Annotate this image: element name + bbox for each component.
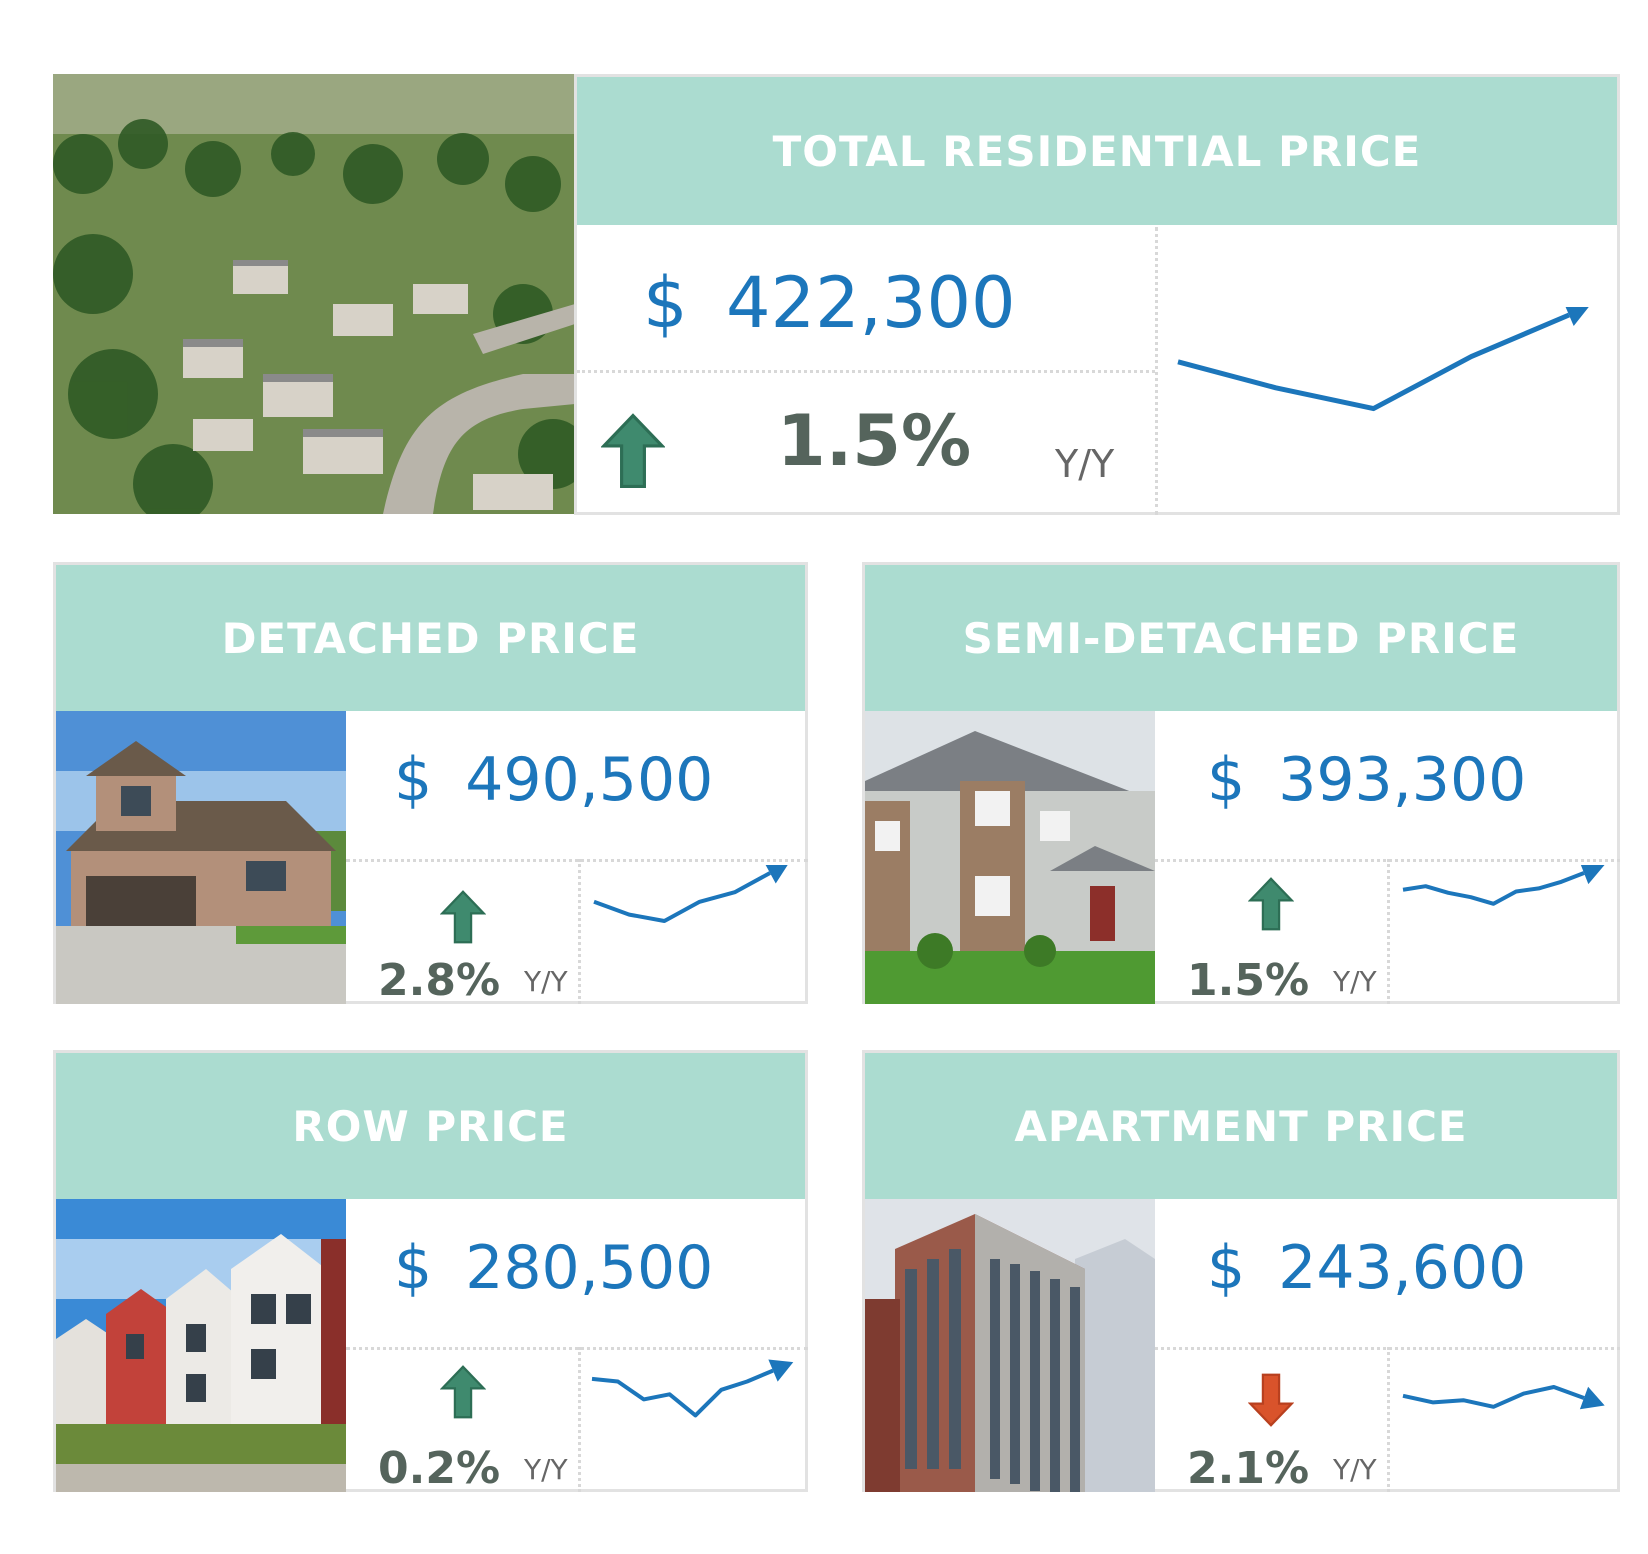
- trend-line: [1177, 312, 1570, 412]
- change-percent: 1.5%: [777, 400, 972, 482]
- period-label: Y/Y: [1055, 442, 1115, 486]
- change-percent: 1.5%: [1187, 955, 1310, 1006]
- divider: [578, 859, 581, 1004]
- period-label: Y/Y: [524, 1453, 568, 1486]
- change-percent: 2.8%: [378, 955, 501, 1006]
- trend-arrowhead-icon: [1579, 1386, 1605, 1410]
- trend-arrowhead-icon: [1565, 307, 1589, 327]
- aerial-neighborhood-photo: [53, 74, 575, 514]
- apartment-title: APARTMENT PRICE: [865, 1053, 1617, 1199]
- detached-house-photo: [56, 711, 346, 1004]
- total-residential-card: TOTAL RESIDENTIAL PRICE $ 422,300 1.5% Y…: [574, 74, 1620, 515]
- price-value: 280,500: [465, 1233, 714, 1303]
- arrow-down-icon: [1247, 1373, 1295, 1427]
- apartment-price: $ 243,600: [1207, 1233, 1526, 1303]
- row-houses-photo: [56, 1199, 346, 1492]
- change-percent: 2.1%: [1187, 1443, 1310, 1494]
- row-title: ROW PRICE: [56, 1053, 805, 1199]
- apartment-building-photo: [865, 1199, 1155, 1492]
- apartment-card: APARTMENT PRICE $ 243,600 2.1% Y/Y: [862, 1050, 1620, 1494]
- trend-line: [1402, 1385, 1585, 1409]
- trend-line-chart: [593, 865, 788, 923]
- currency-symbol: $: [1207, 1233, 1246, 1303]
- trend-line: [593, 871, 771, 923]
- detached-price: $ 490,500: [394, 745, 713, 815]
- row-card: ROW PRICE $ 280,500 0.2% Y/Y: [53, 1050, 808, 1494]
- arrow-up-icon: [439, 890, 487, 944]
- price-value: 490,500: [465, 745, 714, 815]
- currency-symbol: $: [394, 745, 433, 815]
- trend-line: [1402, 871, 1585, 906]
- detached-title: DETACHED PRICE: [56, 565, 805, 711]
- period-label: Y/Y: [524, 965, 568, 998]
- detached-card: DETACHED PRICE $ 490,500 2.8% Y/Y: [53, 562, 808, 1006]
- currency-symbol: $: [394, 1233, 433, 1303]
- divider: [1155, 227, 1158, 515]
- semi-detached-title: SEMI-DETACHED PRICE: [865, 565, 1617, 711]
- trend-line-chart: [591, 1359, 794, 1418]
- semi-detached-card: SEMI-DETACHED PRICE $ 393,300 1.5% Y/Y: [862, 562, 1620, 1006]
- divider: [578, 1347, 581, 1492]
- currency-symbol: $: [1207, 745, 1246, 815]
- change-percent: 0.2%: [378, 1443, 501, 1494]
- arrow-up-icon: [600, 413, 666, 489]
- divider: [577, 370, 1155, 373]
- semi-detached-house-photo: [865, 711, 1155, 1004]
- total-residential-title: TOTAL RESIDENTIAL PRICE: [577, 77, 1617, 225]
- price-value: 393,300: [1278, 745, 1527, 815]
- arrow-up-icon: [439, 1365, 487, 1419]
- trend-line-chart: [1402, 865, 1605, 906]
- row-price: $ 280,500: [394, 1233, 713, 1303]
- price-value: 422,300: [726, 262, 1016, 344]
- trend-line: [591, 1368, 774, 1418]
- divider: [1387, 859, 1390, 1004]
- trend-line-chart: [1177, 307, 1589, 412]
- period-label: Y/Y: [1333, 1453, 1377, 1486]
- period-label: Y/Y: [1333, 965, 1377, 998]
- arrow-up-icon: [1247, 877, 1295, 931]
- currency-symbol: $: [643, 262, 688, 344]
- divider: [346, 1347, 808, 1350]
- divider: [346, 859, 808, 862]
- trend-arrowhead-icon: [765, 865, 788, 884]
- trend-line-chart: [1402, 1385, 1605, 1410]
- trend-arrowhead-icon: [1580, 865, 1605, 885]
- trend-arrowhead-icon: [768, 1359, 794, 1382]
- divider: [1387, 1347, 1390, 1492]
- total-residential-price: $ 422,300: [643, 262, 1016, 344]
- price-value: 243,600: [1278, 1233, 1527, 1303]
- semi-detached-price: $ 393,300: [1207, 745, 1526, 815]
